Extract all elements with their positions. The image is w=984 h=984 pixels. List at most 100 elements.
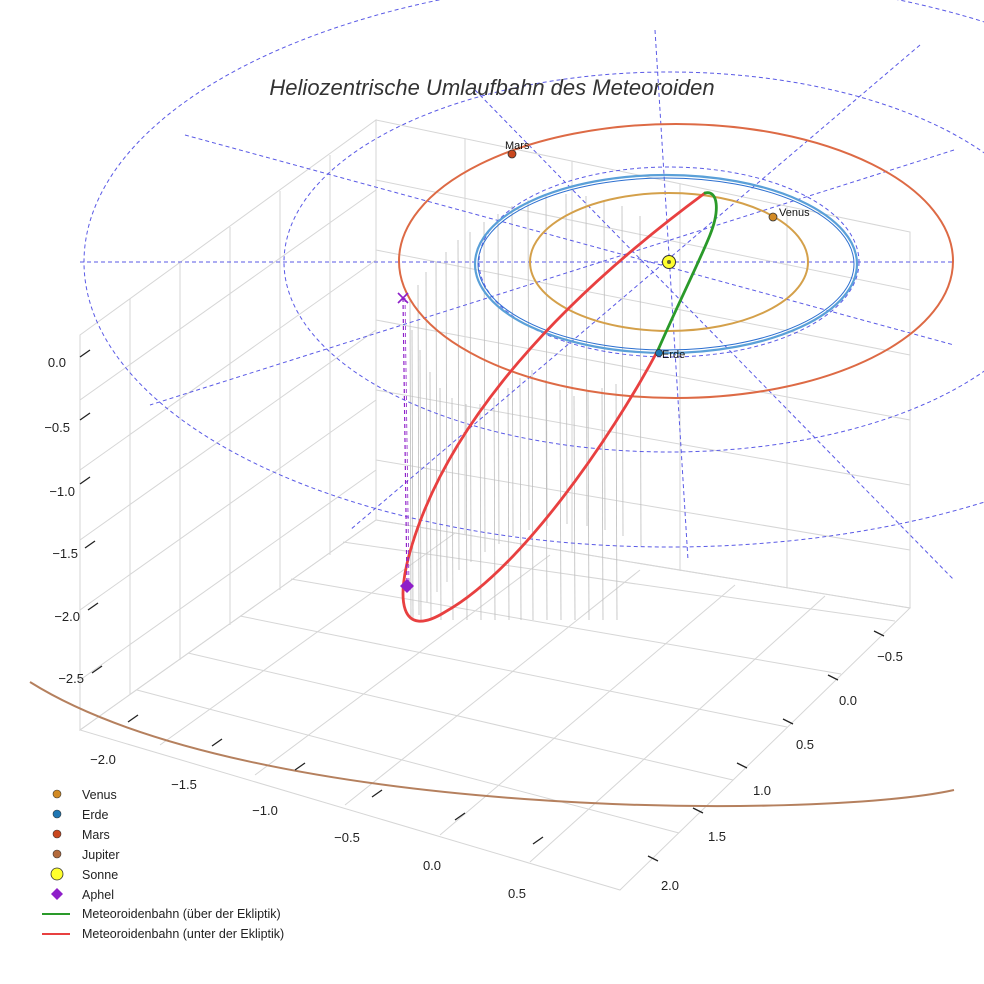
x-tick: 0.5 [508, 836, 544, 901]
grid-line [79, 329, 377, 541]
legend-aphel-marker [51, 888, 63, 900]
z-tick-label: −2.0 [54, 609, 80, 624]
legend-jupiter-label: Jupiter [82, 848, 120, 862]
y-tick: 2.0 [647, 855, 679, 893]
drop-line [507, 387, 510, 621]
y-tick-label: 0.0 [839, 693, 857, 708]
z-axis: 0.0 −0.5 −1.0 −1.5 −2.0 −2.5 [44, 349, 103, 686]
drop-line [469, 231, 472, 563]
drop-line [621, 205, 624, 537]
x-tick: −0.5 [334, 789, 383, 845]
earth-marker [655, 349, 663, 357]
legend-aphel-label: Aphel [82, 888, 114, 902]
grid-line [254, 554, 551, 776]
aphel-drop-line [404, 297, 410, 587]
y-tick-label: −0.5 [877, 649, 903, 664]
meteoroid-path-above [656, 191, 718, 352]
earth-orbit [473, 173, 859, 355]
y-tick: 1.0 [736, 762, 771, 798]
drop-line [545, 195, 548, 527]
drop-line [425, 271, 428, 603]
mars-orbit [398, 123, 954, 399]
grid-line [79, 399, 377, 611]
aphel-projection-x-marker [397, 292, 409, 304]
grid-line [439, 584, 736, 836]
drop-line [573, 395, 576, 621]
drop-line [519, 377, 522, 621]
ecliptic-spoke [474, 89, 955, 581]
y-tick: −0.5 [873, 630, 903, 664]
legend-mars-marker [52, 829, 62, 839]
drop-line [585, 195, 588, 527]
x-tick-label: −1.0 [252, 803, 278, 818]
grid-line [375, 459, 911, 551]
y-axis: −0.5 0.0 0.5 1.0 1.5 2.0 [647, 630, 903, 893]
aphel-drop-line [402, 297, 408, 587]
y-tick: 0.5 [782, 718, 814, 752]
legend-venus-label: Venus [82, 788, 117, 802]
drop-line [527, 199, 530, 531]
x-tick-label: −1.5 [171, 777, 197, 792]
legend-mars-label: Mars [82, 828, 110, 842]
grid-line [375, 319, 911, 421]
drop-line [531, 369, 534, 621]
x-tick: −2.0 [90, 714, 139, 767]
grid-line [239, 615, 788, 728]
grid-line [79, 189, 377, 401]
legend-above-label: Meteoroidenbahn (über der Ekliptik) [82, 907, 281, 921]
earth-orbit-inner [477, 177, 855, 351]
z-tick: −2.5 [58, 665, 103, 686]
y-tick-label: 2.0 [661, 878, 679, 893]
grid-line [375, 179, 911, 291]
grid-line [290, 578, 842, 675]
grid-line [375, 249, 911, 356]
z-tick-label: 0.0 [48, 355, 66, 370]
sun-core [667, 260, 671, 264]
drop-line [445, 251, 448, 583]
grid-line [136, 689, 680, 834]
legend-jupiter-marker [52, 849, 62, 859]
planet-orbits [29, 123, 955, 808]
grid-line [342, 541, 896, 622]
y-tick-label: 1.0 [753, 783, 771, 798]
drop-line [419, 349, 422, 621]
x-tick: 0.0 [423, 812, 466, 873]
y-tick-label: 0.5 [796, 737, 814, 752]
drop-line [603, 199, 606, 531]
grid-line [79, 469, 377, 681]
legend-venus-marker [52, 789, 62, 799]
ecliptic-spoke [654, 29, 689, 561]
chart-title: Heliozentrische Umlaufbahn des Meteoroid… [269, 75, 714, 100]
drop-line [493, 397, 496, 621]
x-tick-label: 0.5 [508, 886, 526, 901]
drop-line [483, 221, 486, 553]
x-tick-label: 0.0 [423, 858, 441, 873]
z-tick: −1.0 [49, 476, 91, 499]
z-tick-label: −2.5 [58, 671, 84, 686]
ecliptic-ring [283, 71, 984, 453]
meteoroid-path-below [401, 191, 707, 623]
drop-line [497, 213, 500, 545]
left-pane [79, 119, 377, 731]
drop-line [417, 284, 420, 616]
z-tick: 0.0 [48, 349, 91, 370]
venus-marker [768, 212, 778, 222]
z-tick-label: −1.0 [49, 484, 75, 499]
jupiter-orbit [29, 681, 955, 808]
x-tick: −1.5 [171, 738, 223, 792]
drop-line [457, 239, 460, 571]
legend-sonne-marker [50, 867, 64, 881]
y-tick-label: 1.5 [708, 829, 726, 844]
x-tick-label: −0.5 [334, 830, 360, 845]
drop-line [451, 397, 454, 621]
drop-line [559, 389, 562, 621]
grid-line [375, 389, 911, 486]
ecliptic-spoke [349, 44, 921, 531]
mars-marker [507, 149, 517, 159]
aphel-marker [400, 579, 414, 593]
mars-label: Mars [505, 140, 530, 152]
x-axis: −2.0 −1.5 −1.0 −0.5 0.0 0.5 [90, 714, 544, 901]
aphel-projection [397, 292, 414, 593]
bodies: Venus Erde Mars [505, 140, 810, 361]
